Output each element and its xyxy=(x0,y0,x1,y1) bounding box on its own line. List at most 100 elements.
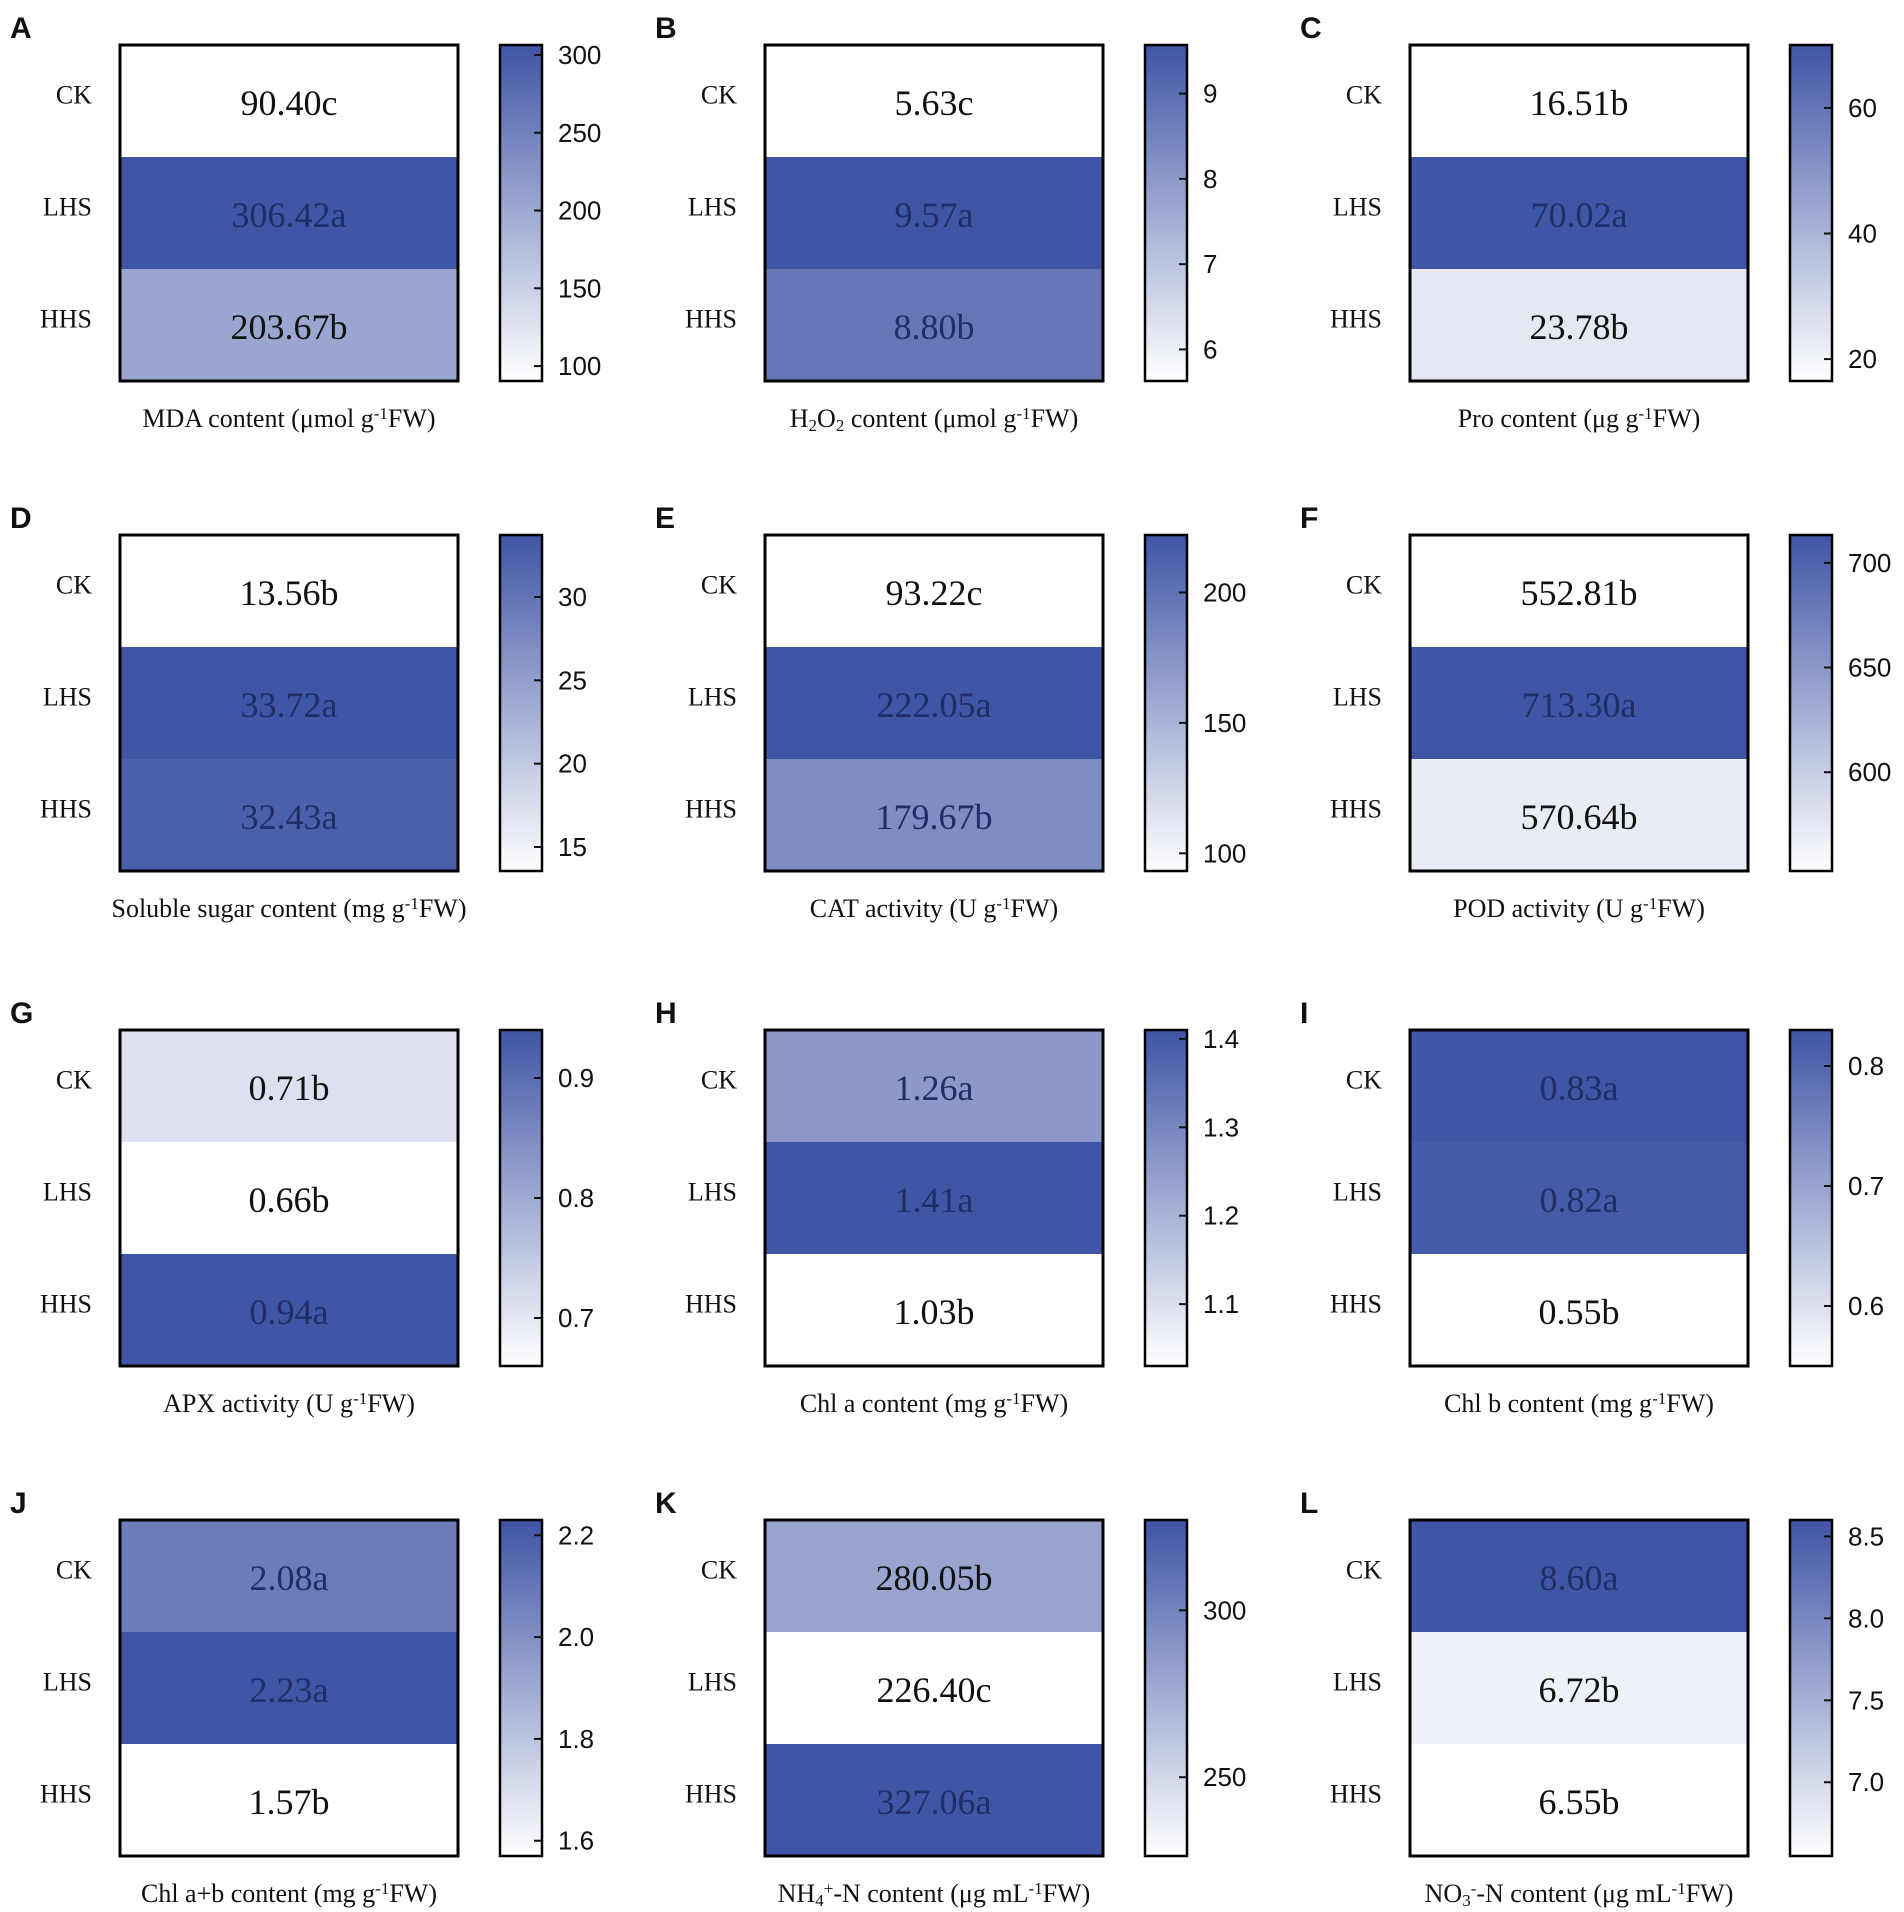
panel-letter-b: B xyxy=(655,12,677,45)
panel-letter-g: G xyxy=(10,997,33,1030)
colorbar-tick-label-j: 1.8 xyxy=(558,1724,594,1754)
heatmap-cell-c-hhs xyxy=(1410,269,1748,381)
colorbar-tick-label-g: 0.9 xyxy=(558,1063,594,1093)
cell-value-a-lhs: 306.42a xyxy=(232,195,347,235)
cell-value-b-lhs: 9.57a xyxy=(895,195,974,235)
heatmap-cell-g-ck xyxy=(120,1030,458,1142)
row-label-b-ck: CK xyxy=(701,81,737,110)
row-label-b-hhs: HHS xyxy=(685,305,737,334)
row-label-l-ck: CK xyxy=(1346,1556,1382,1585)
colorbar-tick-label-g: 0.7 xyxy=(558,1303,594,1333)
heatmap-cell-g-hhs xyxy=(120,1254,458,1366)
colorbar-b xyxy=(1143,43,1189,383)
panel-d: D 13.56b CK 33.72a LHS 32.43a HHS 15 20 25 30 Solub… xyxy=(10,502,587,923)
cell-value-f-hhs: 570.64b xyxy=(1521,797,1638,837)
row-label-g-hhs: HHS xyxy=(40,1290,92,1319)
heatmap-cell-f-lhs xyxy=(1410,647,1748,759)
cell-value-d-hhs: 32.43a xyxy=(241,797,338,837)
cell-value-j-lhs: 2.23a xyxy=(250,1670,329,1710)
colorbar-tick-label-b: 6 xyxy=(1203,334,1217,364)
cell-value-c-ck: 16.51b xyxy=(1530,83,1629,123)
colorbar-tick-label-a: 250 xyxy=(558,118,601,148)
row-label-g-lhs: LHS xyxy=(43,1178,92,1207)
axis-title-l: NO3--N content (μg mL-1FW) xyxy=(1425,1879,1734,1910)
cell-value-b-hhs: 8.80b xyxy=(894,307,975,347)
panel-letter-a: A xyxy=(10,12,32,45)
heatmap-cell-g-lhs xyxy=(120,1142,458,1254)
axis-title-h: Chl a content (mg g-1FW) xyxy=(800,1389,1068,1418)
colorbar-tick-label-i: 0.6 xyxy=(1848,1291,1884,1321)
colorbar-tick-label-f: 700 xyxy=(1848,548,1891,578)
colorbar-tick-label-l: 7.0 xyxy=(1848,1767,1884,1797)
heatmap-cell-i-lhs xyxy=(1410,1142,1748,1254)
colorbar-tick-label-d: 30 xyxy=(558,582,587,612)
heatmap-frame-b xyxy=(763,43,1105,383)
cell-value-h-ck: 1.26a xyxy=(895,1068,974,1108)
row-label-a-lhs: LHS xyxy=(43,193,92,222)
row-label-l-lhs: LHS xyxy=(1333,1668,1382,1697)
heatmap-cell-i-ck xyxy=(1410,1030,1748,1142)
cell-value-h-hhs: 1.03b xyxy=(894,1292,975,1332)
row-label-h-lhs: LHS xyxy=(688,1178,737,1207)
cell-value-g-lhs: 0.66b xyxy=(249,1180,330,1220)
heatmap-cell-l-lhs xyxy=(1410,1632,1748,1744)
heatmap-cell-f-hhs xyxy=(1410,759,1748,871)
row-label-b-lhs: LHS xyxy=(688,193,737,222)
heatmap-cell-e-lhs xyxy=(765,647,1103,759)
panel-a: A 90.40c CK 306.42a LHS 203.67b HHS 100 150 200 25… xyxy=(10,12,601,433)
colorbar-tick-label-j: 2.2 xyxy=(558,1520,594,1550)
cell-value-l-hhs: 6.55b xyxy=(1539,1782,1620,1822)
row-label-h-hhs: HHS xyxy=(685,1290,737,1319)
heatmap-cell-d-ck xyxy=(120,535,458,647)
panel-letter-k: K xyxy=(655,1487,677,1520)
colorbar-k xyxy=(1143,1518,1189,1858)
panel-j: J 2.08a CK 2.23a LHS 1.57b HHS 1.6 1.8 2.0 2.2 Chl … xyxy=(10,1487,594,1908)
cell-value-l-ck: 8.60a xyxy=(1540,1558,1619,1598)
cell-value-a-hhs: 203.67b xyxy=(231,307,348,347)
colorbar-j xyxy=(498,1518,544,1858)
panel-k: K 280.05b CK 226.40c LHS 327.06a HHS 250 300 NH4+… xyxy=(655,1487,1246,1910)
heatmap-cell-j-hhs xyxy=(120,1744,458,1856)
colorbar-c xyxy=(1788,43,1834,383)
colorbar-tick-label-a: 200 xyxy=(558,196,601,226)
heatmap-cell-a-ck xyxy=(120,45,458,157)
colorbar-tick-label-d: 25 xyxy=(558,665,587,695)
row-label-e-lhs: LHS xyxy=(688,683,737,712)
colorbar-tick-label-j: 2.0 xyxy=(558,1622,594,1652)
cell-value-k-hhs: 327.06a xyxy=(877,1782,992,1822)
colorbar-tick-label-i: 0.8 xyxy=(1848,1051,1884,1081)
colorbar-l xyxy=(1788,1518,1834,1858)
axis-title-i: Chl b content (mg g-1FW) xyxy=(1444,1389,1714,1418)
row-label-k-lhs: LHS xyxy=(688,1668,737,1697)
heatmap-frame-e xyxy=(763,533,1105,873)
colorbar-tick-label-h: 1.4 xyxy=(1203,1024,1239,1054)
axis-title-b: H2O2 content (μmol g-1FW) xyxy=(790,404,1078,435)
heatmap-cell-k-hhs xyxy=(765,1744,1103,1856)
heatmap-cell-e-ck xyxy=(765,535,1103,647)
heatmap-frame-f xyxy=(1408,533,1750,873)
heatmap-cell-j-lhs xyxy=(120,1632,458,1744)
heatmap-cell-a-lhs xyxy=(120,157,458,269)
colorbar-tick-label-b: 8 xyxy=(1203,164,1217,194)
axis-title-a: MDA content (μmol g-1FW) xyxy=(142,404,435,433)
axis-title-e: CAT activity (U g-1FW) xyxy=(810,894,1058,923)
colorbar-tick-label-k: 300 xyxy=(1203,1595,1246,1625)
cell-value-i-lhs: 0.82a xyxy=(1540,1180,1619,1220)
heatmap-cell-d-lhs xyxy=(120,647,458,759)
row-label-f-lhs: LHS xyxy=(1333,683,1382,712)
cell-value-e-hhs: 179.67b xyxy=(876,797,993,837)
heatmap-frame-h xyxy=(763,1028,1105,1368)
cell-value-b-ck: 5.63c xyxy=(895,83,974,123)
panel-letter-j: J xyxy=(10,1487,27,1520)
panel-letter-i: I xyxy=(1300,997,1308,1030)
colorbar-tick-label-e: 100 xyxy=(1203,838,1246,868)
colorbar-tick-label-j: 1.6 xyxy=(558,1826,594,1856)
heatmap-cell-l-hhs xyxy=(1410,1744,1748,1856)
row-label-i-lhs: LHS xyxy=(1333,1178,1382,1207)
heatmap-cell-a-hhs xyxy=(120,269,458,381)
colorbar-tick-label-l: 7.5 xyxy=(1848,1685,1884,1715)
heatmap-cell-h-ck xyxy=(765,1030,1103,1142)
row-label-g-ck: CK xyxy=(56,1066,92,1095)
cell-value-d-ck: 13.56b xyxy=(240,573,339,613)
